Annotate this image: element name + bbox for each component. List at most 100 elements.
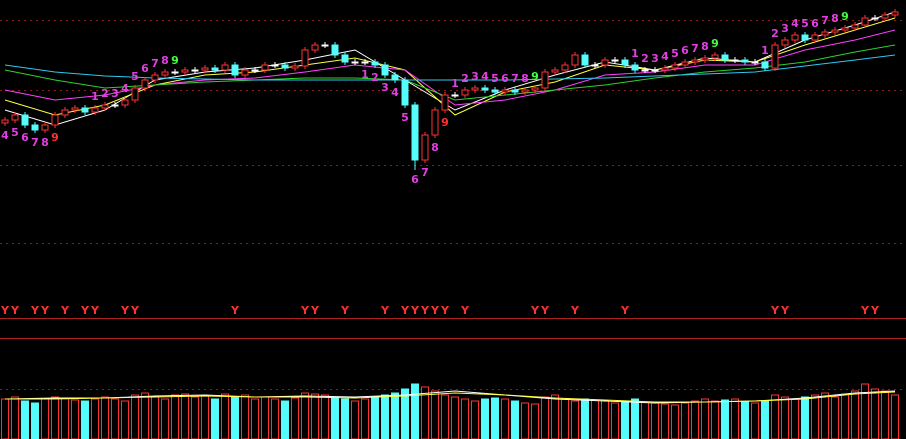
candle-body: [831, 29, 839, 33]
volume-bar: [731, 398, 739, 439]
td-count-label: 5: [11, 126, 19, 139]
volume-bar: [521, 402, 529, 439]
volume-bar: [451, 396, 459, 439]
candle-body: [151, 74, 159, 81]
candle-body: [671, 64, 679, 69]
candle-body: [331, 44, 339, 56]
volume-bar: [81, 400, 89, 439]
td-count-label: 6: [501, 72, 509, 85]
td-count-label: 1: [451, 77, 459, 90]
volume-bar: [91, 398, 99, 439]
volume-bar: [241, 394, 249, 439]
signal-label: Y: [0, 304, 10, 317]
td-count-label: 8: [831, 12, 839, 25]
candle-body: [791, 34, 799, 41]
td-count-label: 2: [371, 71, 379, 84]
volume-bar: [151, 396, 159, 439]
candle-body: [71, 107, 79, 111]
signal-label: Y: [60, 304, 70, 317]
candle-body: [171, 71, 179, 74]
candle-body: [631, 64, 639, 71]
td-count-label: 9: [171, 54, 179, 67]
candle-body: [391, 74, 399, 81]
volume-bar: [531, 403, 539, 439]
td-count-label: 6: [141, 62, 149, 75]
volume-bar: [61, 397, 69, 439]
volume-bar: [461, 398, 469, 439]
signal-label: Y: [420, 304, 430, 317]
signal-label: Y: [440, 304, 450, 317]
td-count-label: 3: [781, 22, 789, 35]
candle-body: [641, 69, 649, 72]
candle-body: [311, 44, 319, 51]
volume-bar: [551, 394, 559, 439]
volume-bar: [131, 394, 139, 439]
candle-body: [291, 65, 299, 69]
volume-bar: [121, 400, 129, 439]
candle-body: [741, 59, 749, 63]
price-panel: [1, 9, 899, 170]
signal-label: Y: [410, 304, 420, 317]
candle-body: [321, 44, 329, 47]
candle-body: [531, 87, 539, 91]
signal-label: Y: [860, 304, 870, 317]
volume-bar: [771, 394, 779, 439]
volume-bar: [111, 398, 119, 439]
td-count-label: 8: [701, 40, 709, 53]
candle-body: [301, 49, 309, 67]
volume-bar: [231, 396, 239, 439]
candle-body: [351, 61, 359, 64]
td-count-label: 9: [441, 116, 449, 129]
td-count-label: 1: [361, 68, 369, 81]
td-count-label: 7: [31, 136, 39, 149]
volume-bar: [601, 400, 609, 439]
moving-average-line: [4, 44, 896, 101]
volume-bar: [1, 398, 9, 439]
volume-bar: [581, 398, 589, 439]
candle-body: [591, 64, 599, 67]
volume-bar: [181, 393, 189, 439]
volume-bar: [371, 396, 379, 439]
volume-bar: [71, 399, 79, 439]
candle-body: [751, 61, 759, 64]
candle-body: [271, 64, 279, 67]
td-count-label: 5: [401, 111, 409, 124]
signal-label: Y: [10, 304, 20, 317]
volume-bar: [401, 388, 409, 439]
volume-bar: [831, 396, 839, 439]
td-count-label: 7: [821, 14, 829, 27]
td-count-label: 3: [651, 52, 659, 65]
candle-body: [261, 64, 269, 71]
volume-bar: [421, 386, 429, 439]
candle-body: [511, 89, 519, 93]
candle-body: [681, 61, 689, 66]
volume-panel: [1, 383, 899, 439]
signal-label: Y: [230, 304, 240, 317]
volume-bar: [501, 398, 509, 439]
td-count-label: 7: [151, 57, 159, 70]
volume-bar: [301, 392, 309, 439]
volume-bar: [781, 396, 789, 439]
candle-body: [821, 31, 829, 36]
td-count-label: 4: [791, 17, 799, 30]
signal-label: Y: [380, 304, 390, 317]
volume-bar: [871, 388, 879, 439]
candle-body: [501, 89, 509, 93]
volume-bar: [281, 400, 289, 439]
volume-bar: [141, 392, 149, 439]
candle-body: [161, 71, 169, 76]
td-count-label: 4: [481, 70, 489, 83]
volume-bar: [661, 403, 669, 439]
volume-bar: [261, 396, 269, 439]
volume-bar: [251, 398, 259, 439]
volume-bar: [191, 396, 199, 439]
signal-label: Y: [30, 304, 40, 317]
signal-label: Y: [40, 304, 50, 317]
volume-bar: [51, 396, 59, 439]
volume-bar: [221, 393, 229, 439]
volume-bar: [741, 401, 749, 439]
volume-bar: [671, 404, 679, 439]
candle-body: [381, 64, 389, 76]
td-count-label: 9: [51, 131, 59, 144]
moving-average-line: [5, 391, 896, 403]
